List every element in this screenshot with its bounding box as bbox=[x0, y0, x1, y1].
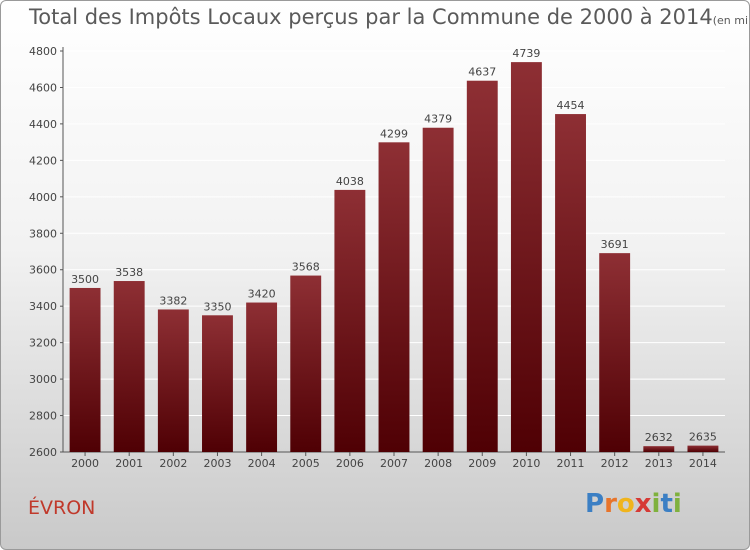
x-tick-label: 2009 bbox=[468, 457, 496, 470]
logo-letter: i bbox=[672, 489, 682, 519]
data-label: 2632 bbox=[645, 431, 673, 444]
bar-2012 bbox=[599, 253, 631, 452]
data-label: 2635 bbox=[689, 431, 717, 444]
y-tick-label: 4000 bbox=[29, 191, 57, 204]
logo-letter: i bbox=[651, 489, 661, 519]
data-label: 3568 bbox=[292, 261, 320, 274]
y-tick-label: 4400 bbox=[29, 118, 57, 131]
bar-2011 bbox=[555, 114, 586, 453]
x-tick-label: 2000 bbox=[71, 457, 99, 470]
logo-letter: r bbox=[604, 489, 617, 519]
bar-2013 bbox=[643, 446, 675, 452]
y-tick-label: 3000 bbox=[29, 373, 57, 386]
logo-letter: x bbox=[634, 489, 652, 519]
data-label: 4299 bbox=[380, 127, 408, 140]
bar-2003 bbox=[202, 315, 233, 452]
x-tick-label: 2006 bbox=[336, 457, 364, 470]
chart-title-text: Total des Impôts Locaux perçus par la Co… bbox=[29, 5, 713, 29]
data-label: 3538 bbox=[115, 266, 143, 279]
bar-2006 bbox=[334, 189, 366, 452]
y-tick-label: 4600 bbox=[29, 81, 57, 94]
x-tick-label: 2014 bbox=[689, 457, 717, 470]
bar-2000 bbox=[69, 287, 101, 452]
bar-2005 bbox=[290, 275, 322, 452]
y-tick-label: 4200 bbox=[29, 154, 57, 167]
data-label: 3382 bbox=[159, 294, 187, 307]
logo-letter: t bbox=[660, 489, 673, 519]
bar-2009 bbox=[466, 80, 498, 453]
data-label: 4454 bbox=[557, 99, 585, 112]
logo-letter: P bbox=[585, 489, 605, 519]
bars bbox=[69, 62, 719, 453]
data-label: 4379 bbox=[424, 113, 452, 126]
commune-name: ÉVRON bbox=[28, 497, 96, 519]
y-tick-label: 4800 bbox=[29, 45, 57, 58]
bar-2014 bbox=[687, 445, 719, 452]
x-tick-label: 2007 bbox=[380, 457, 408, 470]
data-label: 3691 bbox=[601, 238, 629, 251]
chart-subtitle: (en milliers d'€) bbox=[712, 14, 749, 27]
bar-2010 bbox=[510, 62, 542, 452]
x-tick-label: 2008 bbox=[424, 457, 452, 470]
y-tick-label: 3800 bbox=[29, 227, 57, 240]
bar-2007 bbox=[378, 142, 410, 452]
y-tick-label: 3600 bbox=[29, 264, 57, 277]
bar-2001 bbox=[113, 281, 145, 452]
data-labels: 3500 3538 3382 3350 3420 3568 4038 4299 4379 4637… bbox=[71, 47, 717, 444]
chart-title: Total des Impôts Locaux perçus par la Co… bbox=[29, 5, 749, 29]
x-tick-label: 2010 bbox=[512, 457, 540, 470]
y-tick-label: 2600 bbox=[29, 446, 57, 459]
x-tick-labels: 2000 2001 2002 2003 2004 2005 2006 2007 2008 2009… bbox=[71, 457, 717, 470]
y-tick-labels: 2600 2800 3000 3200 3400 3600 3800 4000 4200 4400… bbox=[29, 45, 57, 459]
x-tick-label: 2013 bbox=[645, 457, 673, 470]
y-tick-label: 3400 bbox=[29, 300, 57, 313]
x-tick-label: 2011 bbox=[557, 457, 585, 470]
logo-letter: o bbox=[616, 489, 635, 519]
data-label: 3420 bbox=[248, 288, 276, 301]
data-label: 4637 bbox=[468, 66, 496, 79]
data-label: 3350 bbox=[203, 300, 231, 313]
bar-2002 bbox=[157, 309, 189, 452]
x-tick-label: 2012 bbox=[601, 457, 629, 470]
data-label: 3500 bbox=[71, 273, 99, 286]
bar-2004 bbox=[246, 302, 278, 452]
data-label: 4739 bbox=[512, 47, 540, 60]
data-label: 4038 bbox=[336, 175, 364, 188]
proxiti-logo[interactable]: Proxiti bbox=[585, 489, 682, 519]
bar-2008 bbox=[422, 127, 454, 452]
x-tick-label: 2005 bbox=[292, 457, 320, 470]
x-tick-label: 2004 bbox=[248, 457, 276, 470]
x-tick-label: 2003 bbox=[203, 457, 231, 470]
x-tick-label: 2002 bbox=[159, 457, 187, 470]
y-tick-label: 2800 bbox=[29, 410, 57, 423]
x-tick-label: 2001 bbox=[115, 457, 143, 470]
y-tick-label: 3200 bbox=[29, 337, 57, 350]
